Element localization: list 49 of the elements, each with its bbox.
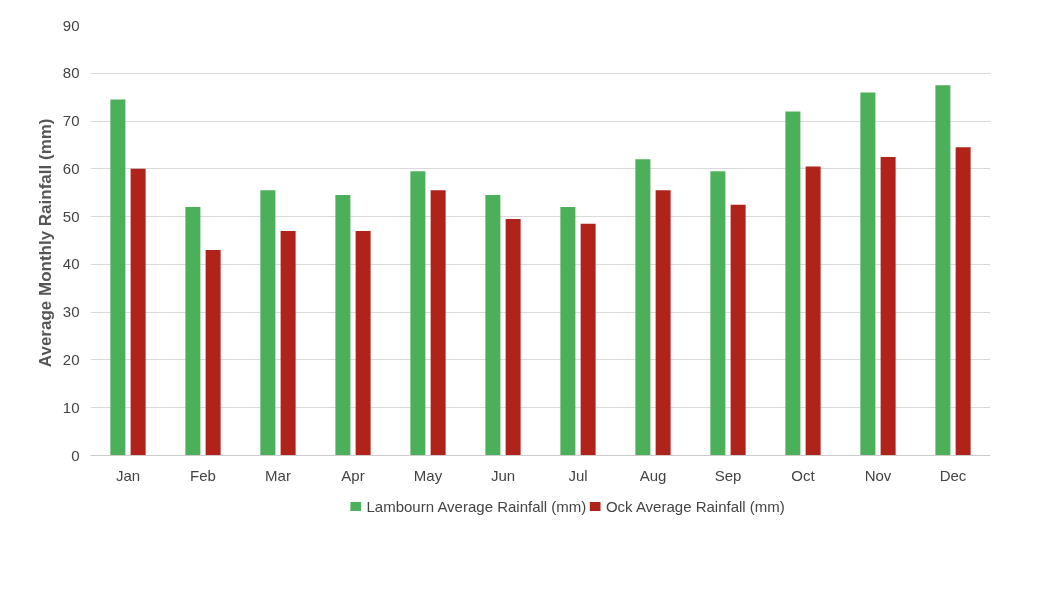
x-tick-label: Jun [490, 466, 516, 484]
y-tick-label: 10 [62, 398, 80, 416]
bar [205, 250, 221, 456]
bar [710, 171, 726, 456]
bar [880, 156, 896, 456]
bar [730, 204, 746, 456]
bar [130, 168, 146, 456]
bar [430, 190, 446, 456]
x-tick-label: Oct [791, 466, 816, 484]
bar [185, 207, 201, 456]
x-tick-label: Aug [639, 466, 667, 484]
y-tick-label: 30 [62, 303, 80, 321]
x-tick-label: Sep [714, 466, 742, 484]
bar [955, 147, 971, 456]
x-tick-label: Dec [939, 466, 967, 484]
bar [860, 92, 876, 456]
bar [110, 99, 126, 456]
bar [505, 219, 521, 456]
x-tick-label: Feb [190, 466, 216, 484]
y-axis-title: Average Monthly Rainfall (mm) [35, 118, 55, 368]
bar [580, 223, 596, 456]
x-tick-label: Apr [341, 466, 365, 484]
y-tick-label: 40 [62, 255, 80, 273]
bar [485, 195, 501, 456]
bar [260, 190, 276, 456]
bar [935, 85, 951, 456]
x-tick-label: Nov [864, 466, 892, 484]
legend-label: Ock Average Rainfall (mm) [605, 498, 785, 515]
bar [280, 230, 296, 456]
y-tick-label: 80 [62, 64, 80, 82]
bar [805, 166, 821, 456]
bar [635, 159, 651, 456]
y-tick-label: 20 [62, 350, 80, 368]
y-tick-label: 0 [71, 446, 80, 464]
y-tick-label: 90 [62, 16, 80, 34]
x-tick-label: Jul [568, 466, 588, 484]
y-tick-label: 50 [62, 207, 80, 225]
bar [410, 171, 426, 456]
bar [560, 207, 576, 456]
x-tick-label: Jan [115, 466, 141, 484]
bar [335, 195, 351, 456]
y-tick-label: 60 [62, 159, 80, 177]
bar [785, 111, 801, 456]
legend-label: Lambourn Average Rainfall (mm) [366, 498, 587, 515]
bar [655, 190, 671, 456]
y-tick-label: 70 [62, 112, 80, 130]
bar [355, 230, 371, 456]
x-tick-label: Mar [265, 466, 291, 484]
x-tick-label: May [413, 466, 443, 484]
